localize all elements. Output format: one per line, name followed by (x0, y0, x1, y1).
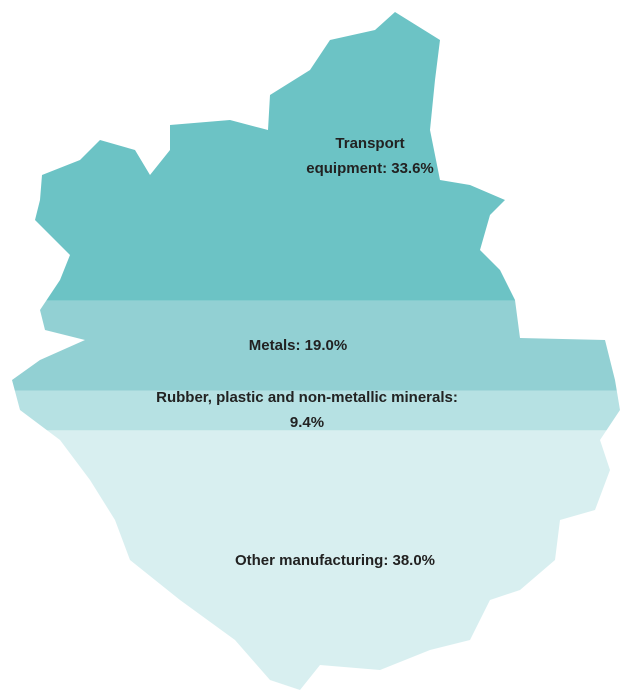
segment-label-box: Other manufacturing: 38.0% (234, 551, 436, 569)
segment-label: Other manufacturing: 38.0% (234, 551, 436, 569)
segment-label: Transport equipment: 33.6% (306, 135, 434, 178)
segment-label: Metals: 19.0% (248, 337, 348, 355)
segment-label: Rubber, plastic and non-metallic mineral… (156, 390, 458, 431)
segment-label-box: Rubber, plastic and non-metallic mineral… (156, 390, 458, 431)
segment-label-box: Metals: 19.0% (248, 337, 348, 355)
segment-label-box: Transport equipment: 33.6% (306, 135, 434, 178)
segment (12, 390, 620, 431)
